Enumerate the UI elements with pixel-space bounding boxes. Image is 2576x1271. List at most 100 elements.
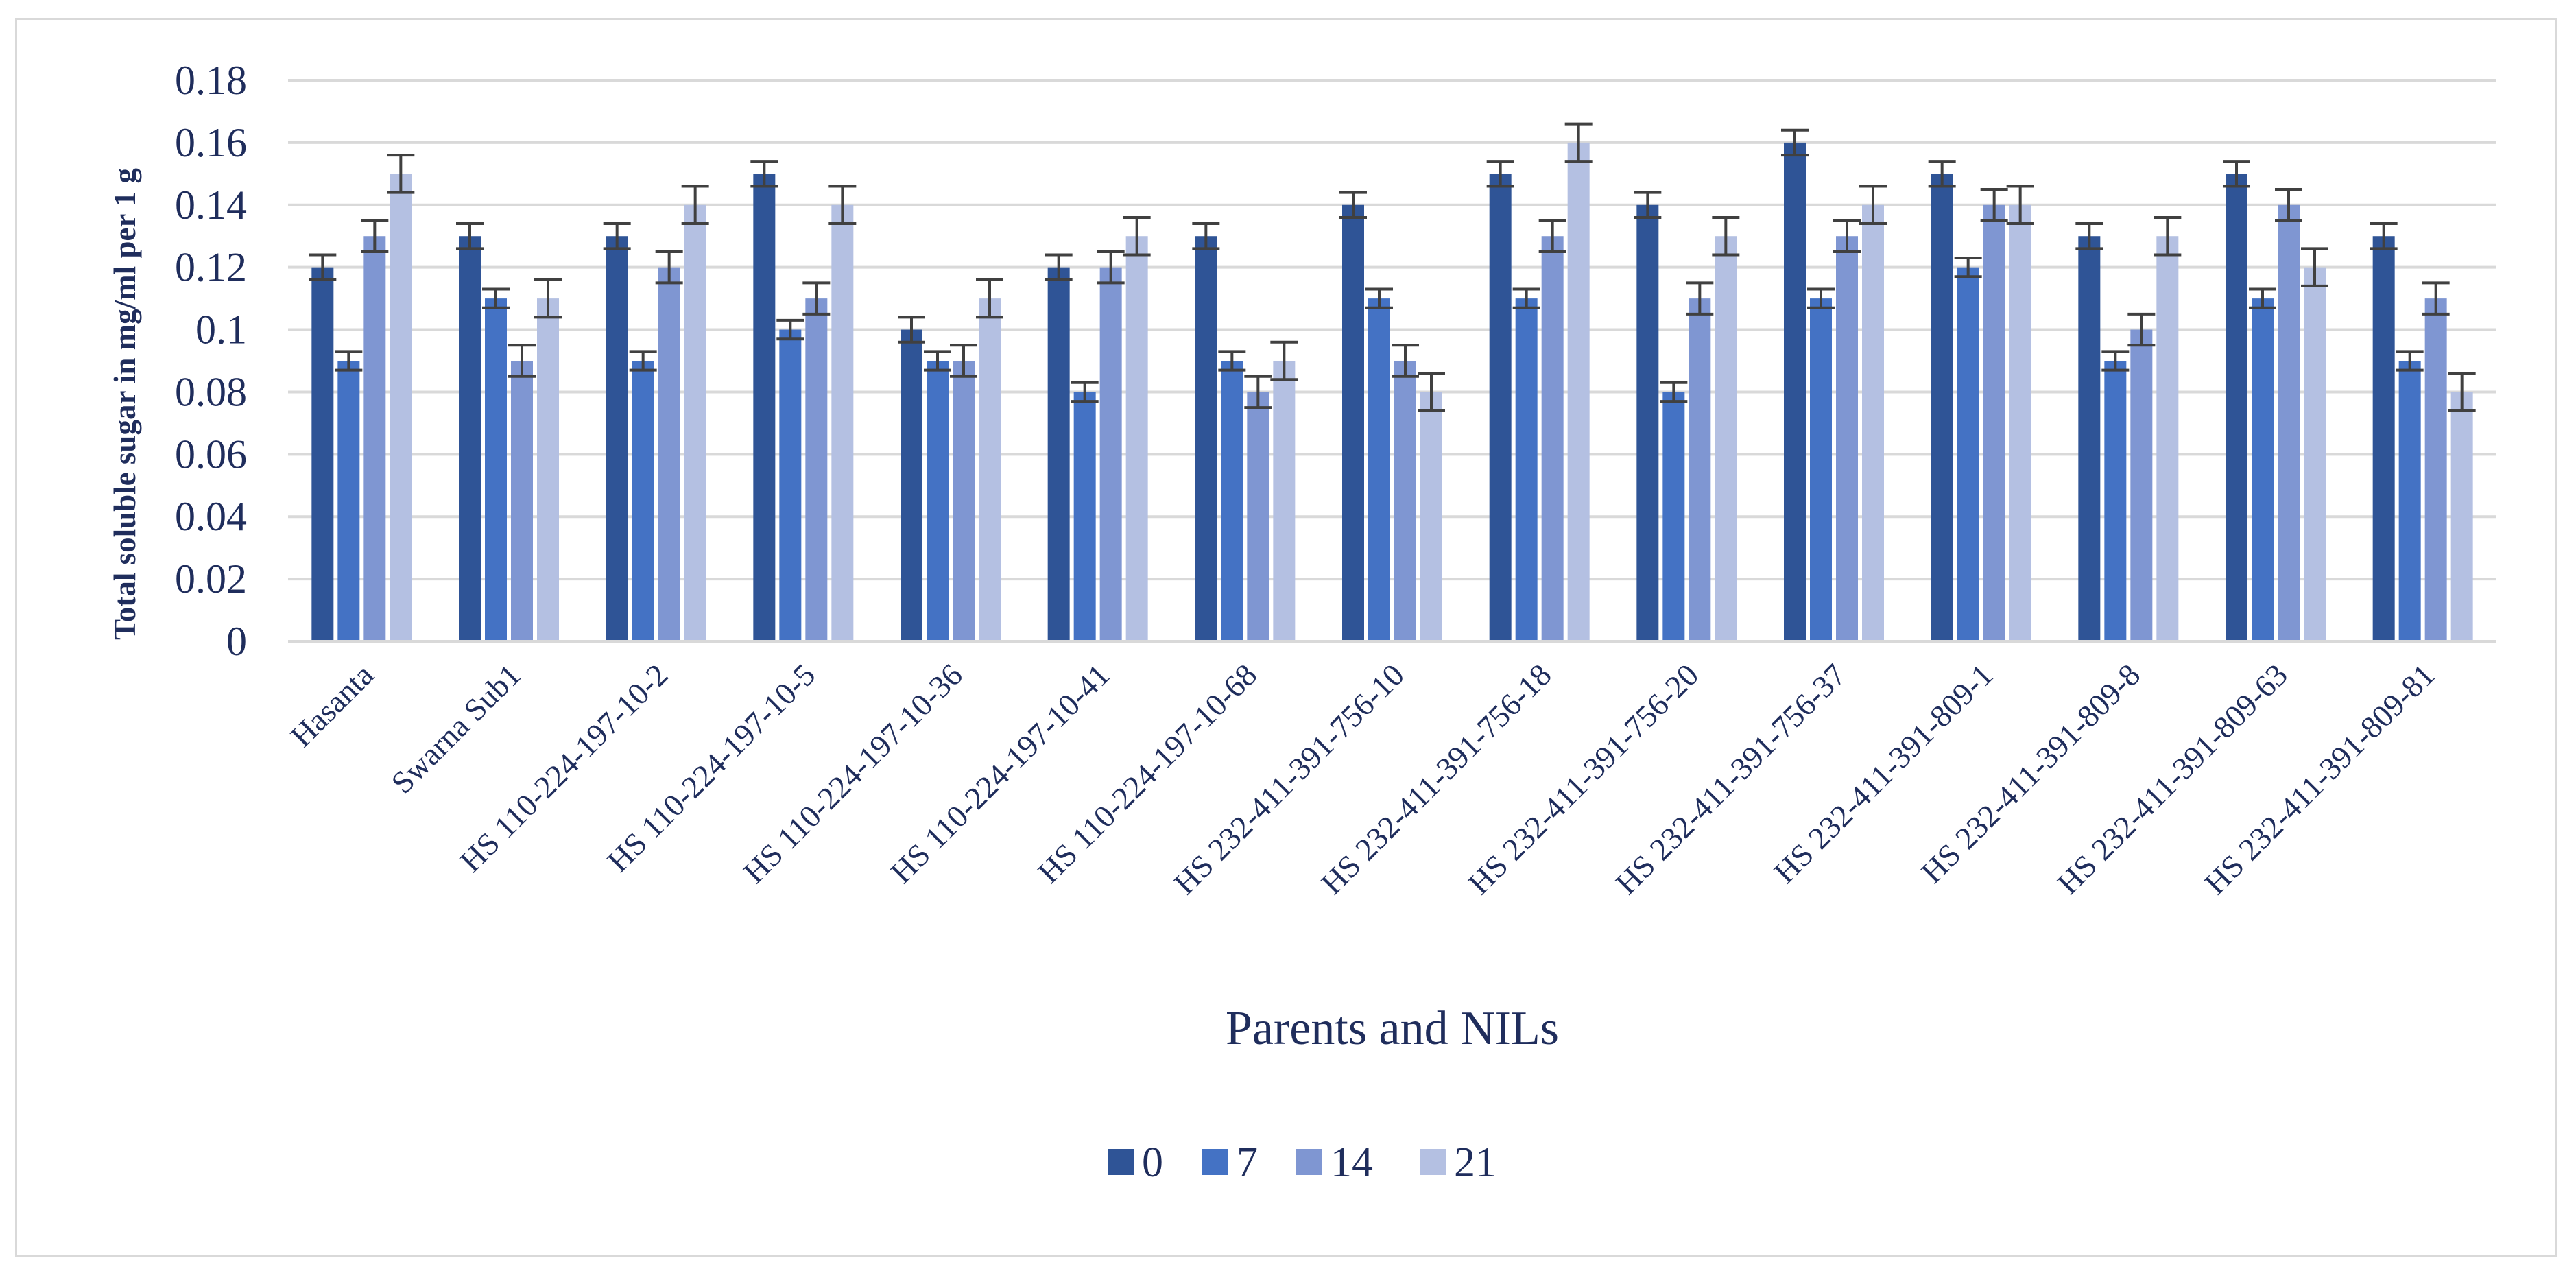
chart-frame: 0 0.02 0.04 0.06 0.08 0.1 0.12 0.14 0.16 0.18 Has… xyxy=(15,18,2557,1257)
gridlines xyxy=(288,79,2496,581)
error-bar-7-1 xyxy=(482,287,510,309)
legend-item-7: 7 xyxy=(1202,1139,1258,1186)
bar-14-2 xyxy=(658,267,680,642)
error-bar-0-4 xyxy=(898,316,925,344)
error-bar-14-14 xyxy=(2422,281,2450,316)
x-category-label: Hasanta xyxy=(284,657,381,754)
bar-21-7 xyxy=(1420,392,1442,641)
x-category-label: Swarna Sub1 xyxy=(384,657,527,800)
bars xyxy=(311,142,2473,642)
bar-0-7 xyxy=(1342,204,1364,641)
y-tick-label: 0.16 xyxy=(175,120,247,165)
error-bar-0-1 xyxy=(456,222,484,250)
error-bar-21-2 xyxy=(681,185,709,226)
error-bar-7-8 xyxy=(1512,287,1540,309)
error-bar-0-9 xyxy=(1634,191,1662,219)
bar-14-6 xyxy=(1247,392,1269,641)
y-tick-label: 0.18 xyxy=(175,58,247,103)
legend-label: 7 xyxy=(1237,1139,1258,1186)
legend-label: 21 xyxy=(1454,1139,1496,1186)
bar-14-3 xyxy=(805,298,828,641)
bar-14-4 xyxy=(953,361,975,641)
error-bar-21-4 xyxy=(976,278,1003,319)
error-bar-21-0 xyxy=(387,154,415,194)
bar-0-6 xyxy=(1195,236,1217,641)
bar-21-5 xyxy=(1125,236,1148,641)
bar-21-9 xyxy=(1715,236,1737,641)
bar-7-4 xyxy=(927,361,949,641)
bar-7-6 xyxy=(1221,361,1243,641)
bar-0-2 xyxy=(606,236,628,641)
bar-chart: 0 0.02 0.04 0.06 0.08 0.1 0.12 0.14 0.16 0.18 Has… xyxy=(108,58,2496,1186)
bar-21-10 xyxy=(1862,204,1884,641)
y-tick-label: 0.1 xyxy=(195,307,247,353)
error-bar-0-3 xyxy=(750,160,778,188)
error-bar-14-6 xyxy=(1244,375,1272,409)
legend-swatch xyxy=(1420,1149,1446,1175)
y-tick-label: 0.02 xyxy=(175,556,247,602)
bar-0-0 xyxy=(311,267,334,642)
error-bar-21-8 xyxy=(1564,122,1593,163)
error-bar-7-12 xyxy=(2101,350,2130,372)
bar-0-1 xyxy=(459,236,481,641)
bar-0-11 xyxy=(1931,174,1953,642)
error-bar-14-9 xyxy=(1686,281,1714,316)
error-bar-0-14 xyxy=(2370,222,2398,250)
error-bar-0-10 xyxy=(1781,128,1809,157)
bar-7-11 xyxy=(1957,267,1979,642)
legend-item-21: 21 xyxy=(1420,1139,1496,1186)
y-axis-label: Total soluble sugar in mg/ml per 1 g xyxy=(108,167,142,640)
bar-7-2 xyxy=(632,361,654,641)
bar-7-14 xyxy=(2398,361,2421,641)
bar-14-12 xyxy=(2130,329,2153,641)
bar-7-3 xyxy=(779,329,802,641)
error-bar-7-6 xyxy=(1218,350,1246,372)
legend-swatch xyxy=(1296,1149,1322,1175)
error-bar-21-6 xyxy=(1270,340,1298,381)
bar-7-1 xyxy=(485,298,507,641)
error-bar-0-13 xyxy=(2223,160,2250,188)
bar-21-11 xyxy=(2009,204,2031,641)
error-bar-14-13 xyxy=(2275,188,2302,222)
error-bar-0-0 xyxy=(309,253,337,281)
bar-21-4 xyxy=(979,298,1001,641)
bar-0-12 xyxy=(2078,236,2101,641)
error-bar-14-3 xyxy=(802,281,831,316)
bar-21-2 xyxy=(684,204,706,641)
bar-14-1 xyxy=(511,361,533,641)
bar-21-8 xyxy=(1567,142,1590,641)
bar-0-10 xyxy=(1784,142,1806,641)
bar-14-8 xyxy=(1541,236,1564,641)
y-tick-label: 0.04 xyxy=(175,494,247,539)
bar-21-1 xyxy=(537,298,559,641)
error-bar-0-11 xyxy=(1928,160,1956,188)
bar-0-9 xyxy=(1636,204,1659,641)
legend-label: 0 xyxy=(1142,1139,1163,1186)
error-bar-21-13 xyxy=(2301,247,2328,287)
bar-0-5 xyxy=(1047,267,1070,642)
legend-swatch xyxy=(1108,1149,1134,1175)
error-bar-0-6 xyxy=(1192,222,1220,250)
bar-21-14 xyxy=(2450,392,2473,641)
error-bar-14-4 xyxy=(950,344,977,378)
bar-14-5 xyxy=(1099,267,1122,642)
bar-21-12 xyxy=(2156,236,2179,641)
bar-0-8 xyxy=(1489,174,1512,642)
bar-14-0 xyxy=(363,236,386,641)
y-axis-ticks: 0 0.02 0.04 0.06 0.08 0.1 0.12 0.14 0.16 0.18 xyxy=(175,58,247,664)
error-bar-7-3 xyxy=(776,318,804,341)
error-bar-7-14 xyxy=(2396,350,2424,372)
error-bar-21-5 xyxy=(1123,215,1151,257)
error-bar-7-13 xyxy=(2249,287,2276,309)
bar-7-8 xyxy=(1515,298,1538,641)
error-bar-0-7 xyxy=(1339,191,1367,219)
legend-swatch xyxy=(1202,1149,1228,1175)
bar-0-3 xyxy=(753,174,776,642)
error-bar-0-2 xyxy=(603,222,631,250)
error-bar-7-10 xyxy=(1807,287,1835,309)
bar-21-0 xyxy=(390,174,412,642)
error-bar-21-10 xyxy=(1859,185,1887,226)
bar-7-7 xyxy=(1368,298,1390,641)
error-bar-7-4 xyxy=(924,350,951,372)
